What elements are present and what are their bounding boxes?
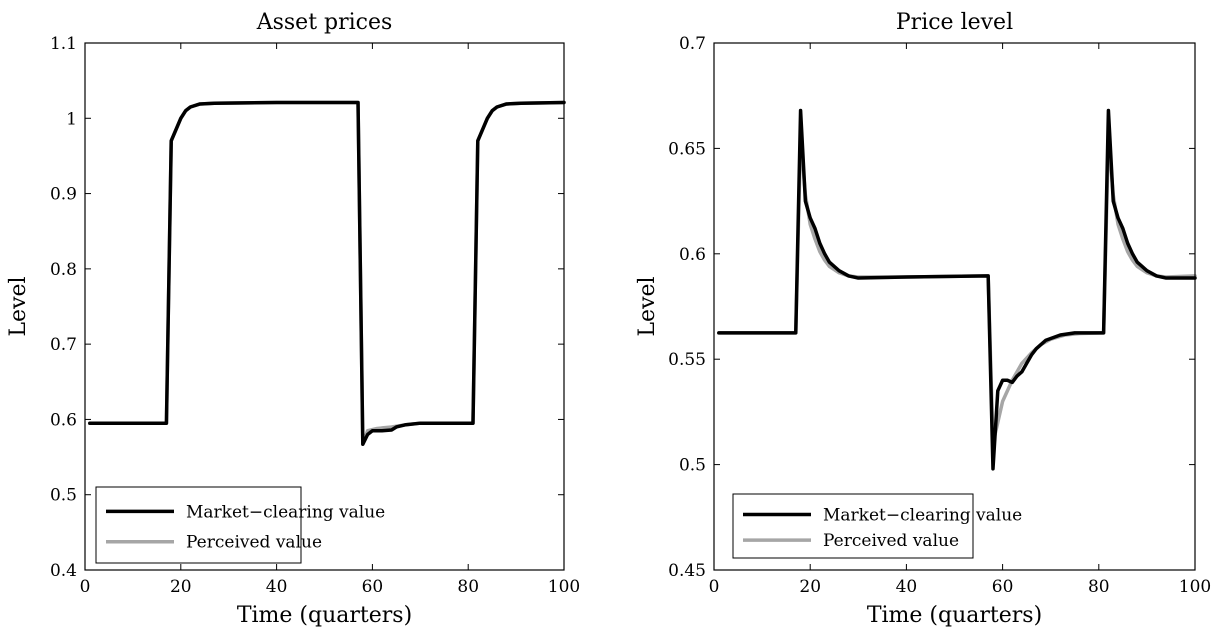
x-tick-label: 0 xyxy=(80,577,91,597)
y-tick-label: 0.4 xyxy=(50,561,77,581)
legend-label: Market−clearing value xyxy=(823,505,1022,525)
y-tick-label: 0.9 xyxy=(50,185,77,205)
chart-title: Price level xyxy=(896,10,1013,35)
x-tick-label: 20 xyxy=(170,577,192,597)
y-tick-label: 0.5 xyxy=(50,486,77,506)
y-axis-label: Level xyxy=(635,276,660,336)
y-tick-label: 0.65 xyxy=(668,139,706,159)
x-axis-label: Time (quarters) xyxy=(867,603,1042,628)
y-tick-label: 1.1 xyxy=(50,34,77,54)
x-tick-label: 40 xyxy=(266,577,288,597)
x-tick-label: 40 xyxy=(896,577,918,597)
x-tick-label: 60 xyxy=(362,577,384,597)
y-tick-label: 0.55 xyxy=(668,350,706,370)
x-tick-label: 100 xyxy=(548,577,580,597)
x-tick-label: 80 xyxy=(1088,577,1110,597)
legend-box xyxy=(732,493,974,559)
y-axis-label: Level xyxy=(6,276,31,336)
legend-label: Perceived value xyxy=(823,531,959,551)
y-tick-label: 1 xyxy=(66,109,77,129)
y-tick-label: 0.8 xyxy=(50,260,77,280)
plot-frame xyxy=(84,42,565,571)
series-line-perceived xyxy=(717,136,1197,446)
y-tick-label: 0.5 xyxy=(679,456,706,476)
chart-1: Asset prices 0 20 40 60 80 100 0.4 0.5 0.6 0.7 0.8 0… xyxy=(6,10,580,628)
y-tick-label: 0.7 xyxy=(50,335,77,355)
legend: Market−clearing value Perceived value xyxy=(732,493,1022,559)
series-line-market-clearing xyxy=(717,108,1197,471)
series-line-market-clearing xyxy=(88,100,566,447)
plot-frame xyxy=(713,42,1196,571)
x-tick-label: 80 xyxy=(457,577,479,597)
x-tick-label: 60 xyxy=(992,577,1014,597)
legend-label: Perceived value xyxy=(186,533,322,553)
x-axis-label: Time (quarters) xyxy=(237,603,412,628)
y-tick-label: 0.6 xyxy=(679,245,706,265)
x-tick-label: 20 xyxy=(799,577,821,597)
legend: Market−clearing value Perceived value xyxy=(95,486,385,564)
chart-title: Asset prices xyxy=(256,10,393,35)
x-tick-label: 0 xyxy=(709,577,720,597)
y-tick-label: 0.7 xyxy=(679,34,706,54)
chart-2: Price level 0 20 40 60 80 100 0.45 0.5 0.55 0.6 0.6… xyxy=(635,10,1211,628)
x-tick-label: 100 xyxy=(1179,577,1211,597)
series-line-perceived xyxy=(88,100,566,447)
legend-label: Market−clearing value xyxy=(186,502,385,522)
y-tick-label: 0.6 xyxy=(50,410,77,430)
legend-box xyxy=(95,486,302,564)
y-tick-label: 0.45 xyxy=(668,561,706,581)
